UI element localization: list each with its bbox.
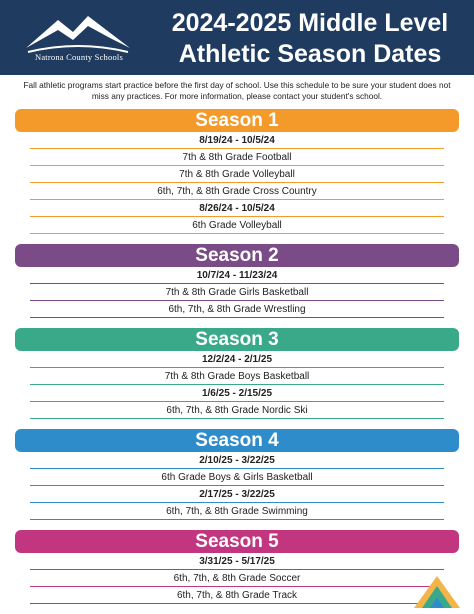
season-dates: 1/6/25 - 2/15/25: [30, 385, 444, 402]
badge-logo: [414, 576, 460, 608]
season: Season 3 12/2/24 - 2/1/25 7th & 8th Grade …: [0, 328, 474, 419]
sport: 7th & 8th Grade Boys Basketball: [30, 368, 444, 385]
season-title: Season 2: [15, 244, 459, 267]
season: Season 1 8/19/24 - 10/5/24 7th & 8th Grade…: [0, 109, 474, 234]
sport: 6th, 7th, & 8th Grade Swimming: [30, 503, 444, 520]
season-dates: 2/17/25 - 3/22/25: [30, 486, 444, 503]
season-dates: 10/7/24 - 11/23/24: [30, 267, 444, 284]
title-line: Athletic Season Dates: [178, 40, 442, 68]
sport: 7th & 8th Grade Volleyball: [30, 166, 444, 183]
season-dates: 8/26/24 - 10/5/24: [30, 200, 444, 217]
season-dates: 12/2/24 - 2/1/25: [30, 351, 444, 368]
season-dates: 3/31/25 - 5/17/25: [30, 553, 444, 570]
season: Season 5 3/31/25 - 5/17/25 6th, 7th, & 8th…: [0, 530, 474, 604]
sport: 6th, 7th, & 8th Grade Soccer: [30, 570, 444, 587]
season: Season 4 2/10/25 - 3/22/25 6th Grade Boys …: [0, 429, 474, 520]
sport: 6th, 7th, & 8th Grade Wrestling: [30, 301, 444, 318]
title-line: 2024-2025 Middle Level: [171, 9, 449, 37]
header: Natrona County Schools 2024-2025 Middle …: [0, 0, 474, 75]
title: 2024-2025 Middle Level Athletic Season D…: [150, 8, 470, 70]
season-dates: 8/19/24 - 10/5/24: [30, 132, 444, 149]
sport: 6th Grade Volleyball: [30, 217, 444, 234]
sport: 6th Grade Boys & Girls Basketball: [30, 469, 444, 486]
intro: Fall athletic programs start practice be…: [23, 80, 451, 101]
sport: 7th & 8th Grade Football: [30, 149, 444, 166]
seasons: Season 1 8/19/24 - 10/5/24 7th & 8th Grade…: [0, 109, 474, 614]
sport: 6th, 7th, & 8th Grade Track: [30, 587, 444, 604]
season-title: Season 5: [15, 530, 459, 553]
sport: 6th, 7th, & 8th Grade Cross Country: [30, 183, 444, 200]
logo-text: Natrona County Schools: [35, 52, 123, 62]
season-dates: 2/10/25 - 3/22/25: [30, 452, 444, 469]
sport: 7th & 8th Grade Girls Basketball: [30, 284, 444, 301]
season: Season 2 10/7/24 - 11/23/24 7th & 8th Grad…: [0, 244, 474, 318]
season-title: Season 3: [15, 328, 459, 351]
season-title: Season 4: [15, 429, 459, 452]
season-title: Season 1: [15, 109, 459, 132]
sport: 6th, 7th, & 8th Grade Nordic Ski: [30, 402, 444, 419]
logo: [26, 16, 130, 53]
